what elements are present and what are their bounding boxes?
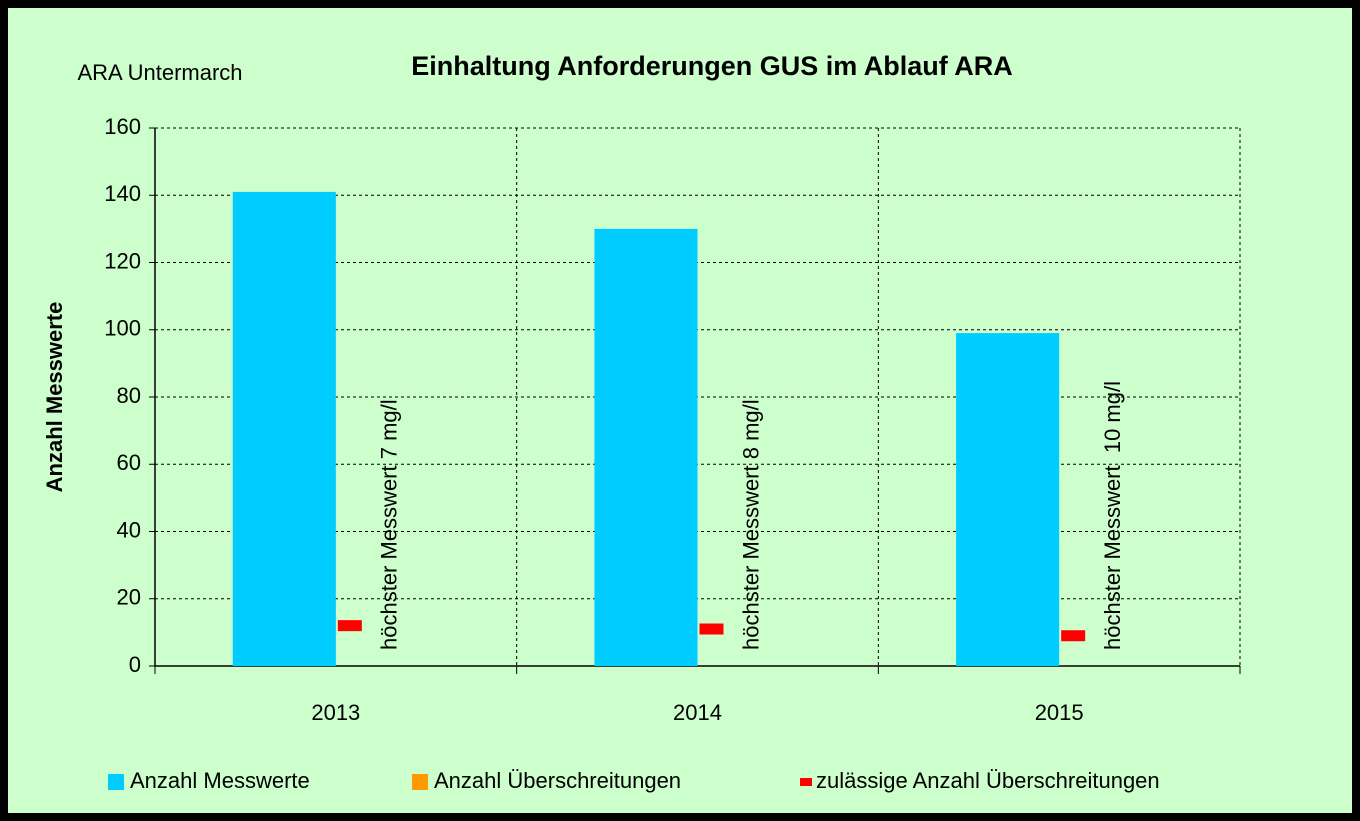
- chart-title: Einhaltung Anforderungen GUS im Ablauf A…: [411, 51, 1012, 81]
- limit-marker: [699, 623, 724, 635]
- x-tick-label: 2015: [1035, 700, 1084, 725]
- y-tick-label: 100: [104, 316, 141, 341]
- x-tick-label: 2014: [673, 700, 722, 725]
- legend-swatch: [800, 778, 812, 786]
- limit-marker: [337, 620, 362, 632]
- legend-label: Anzahl Überschreitungen: [434, 768, 681, 793]
- bar: [232, 191, 336, 666]
- legend-swatch: [108, 774, 124, 790]
- y-tick-label: 80: [117, 383, 141, 408]
- annotation: höchster Messwert 10 mg/l: [1100, 381, 1125, 650]
- legend-label: Anzahl Messwerte: [130, 768, 310, 793]
- annotation: höchster Messwert 7 mg/l: [377, 399, 402, 650]
- y-tick-label: 40: [117, 517, 141, 542]
- subtitle: ARA Untermarch: [77, 60, 242, 85]
- y-tick-label: 0: [129, 652, 141, 677]
- y-tick-label: 60: [117, 450, 141, 475]
- y-tick-label: 20: [117, 585, 141, 610]
- limit-marker: [1061, 630, 1086, 642]
- bar: [956, 333, 1060, 666]
- y-axis-label: Anzahl Messwerte: [42, 302, 67, 493]
- x-tick-label: 2013: [311, 700, 360, 725]
- legend-swatch: [412, 774, 428, 790]
- annotation: höchster Messwert 8 mg/l: [738, 399, 763, 650]
- bar: [594, 228, 698, 666]
- y-tick-label: 140: [104, 181, 141, 206]
- legend-label: zulässige Anzahl Überschreitungen: [816, 768, 1160, 793]
- y-tick-label: 120: [104, 248, 141, 273]
- y-tick-label: 160: [104, 114, 141, 139]
